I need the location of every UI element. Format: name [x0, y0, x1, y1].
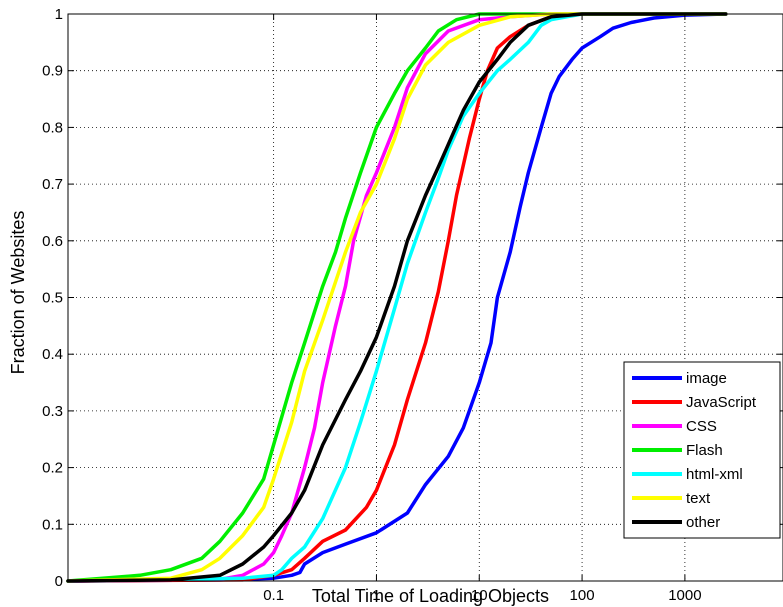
x-tick-label: 1000	[668, 587, 701, 604]
legend-label-image: image	[686, 370, 727, 387]
series-line-css	[66, 12, 728, 583]
y-axis-label: Fraction of Websites	[8, 211, 28, 375]
legend-label-javascript: JavaScript	[686, 394, 757, 411]
y-tick-label: 0.1	[42, 516, 63, 533]
y-tick-label: 0.6	[42, 233, 63, 250]
legend: image JavaScript CSS Flash html-xml text other	[623, 361, 781, 539]
series-line-html-xml	[66, 12, 728, 583]
series-lines	[66, 12, 728, 583]
legend-label-other: other	[686, 514, 720, 531]
axis-ticks: 0.1 1 10 100 1000 0 0.1 0.2 0.3 0.4 0.5 0.6 0.7 0.8 0.…	[42, 6, 783, 604]
legend-label-flash: Flash	[686, 442, 723, 459]
series-line-flash	[66, 12, 728, 583]
y-tick-label: 0.3	[42, 403, 63, 420]
x-tick-label: 10	[471, 587, 488, 604]
x-tick-label: 100	[570, 587, 595, 604]
y-tick-label: 0.8	[42, 119, 63, 136]
series-line-other	[66, 12, 728, 583]
x-tick-label: 0.1	[263, 587, 284, 604]
x-axis-label: Total Time of Loading Objects	[312, 586, 549, 606]
series-line-image	[66, 12, 728, 583]
series-line-text	[66, 12, 728, 583]
series-line-javascript	[66, 12, 728, 583]
y-tick-label: 0.5	[42, 290, 63, 307]
y-tick-label: 0.4	[42, 346, 63, 363]
y-tick-label: 0	[55, 573, 63, 590]
x-tick-label: 1	[372, 587, 380, 604]
legend-label-text: text	[686, 490, 711, 507]
legend-label-css: CSS	[686, 418, 717, 435]
y-tick-label: 0.7	[42, 176, 63, 193]
y-tick-label: 0.2	[42, 460, 63, 477]
legend-label-html-xml: html-xml	[686, 466, 743, 483]
y-tick-label: 1	[55, 6, 63, 23]
y-tick-label: 0.9	[42, 63, 63, 80]
